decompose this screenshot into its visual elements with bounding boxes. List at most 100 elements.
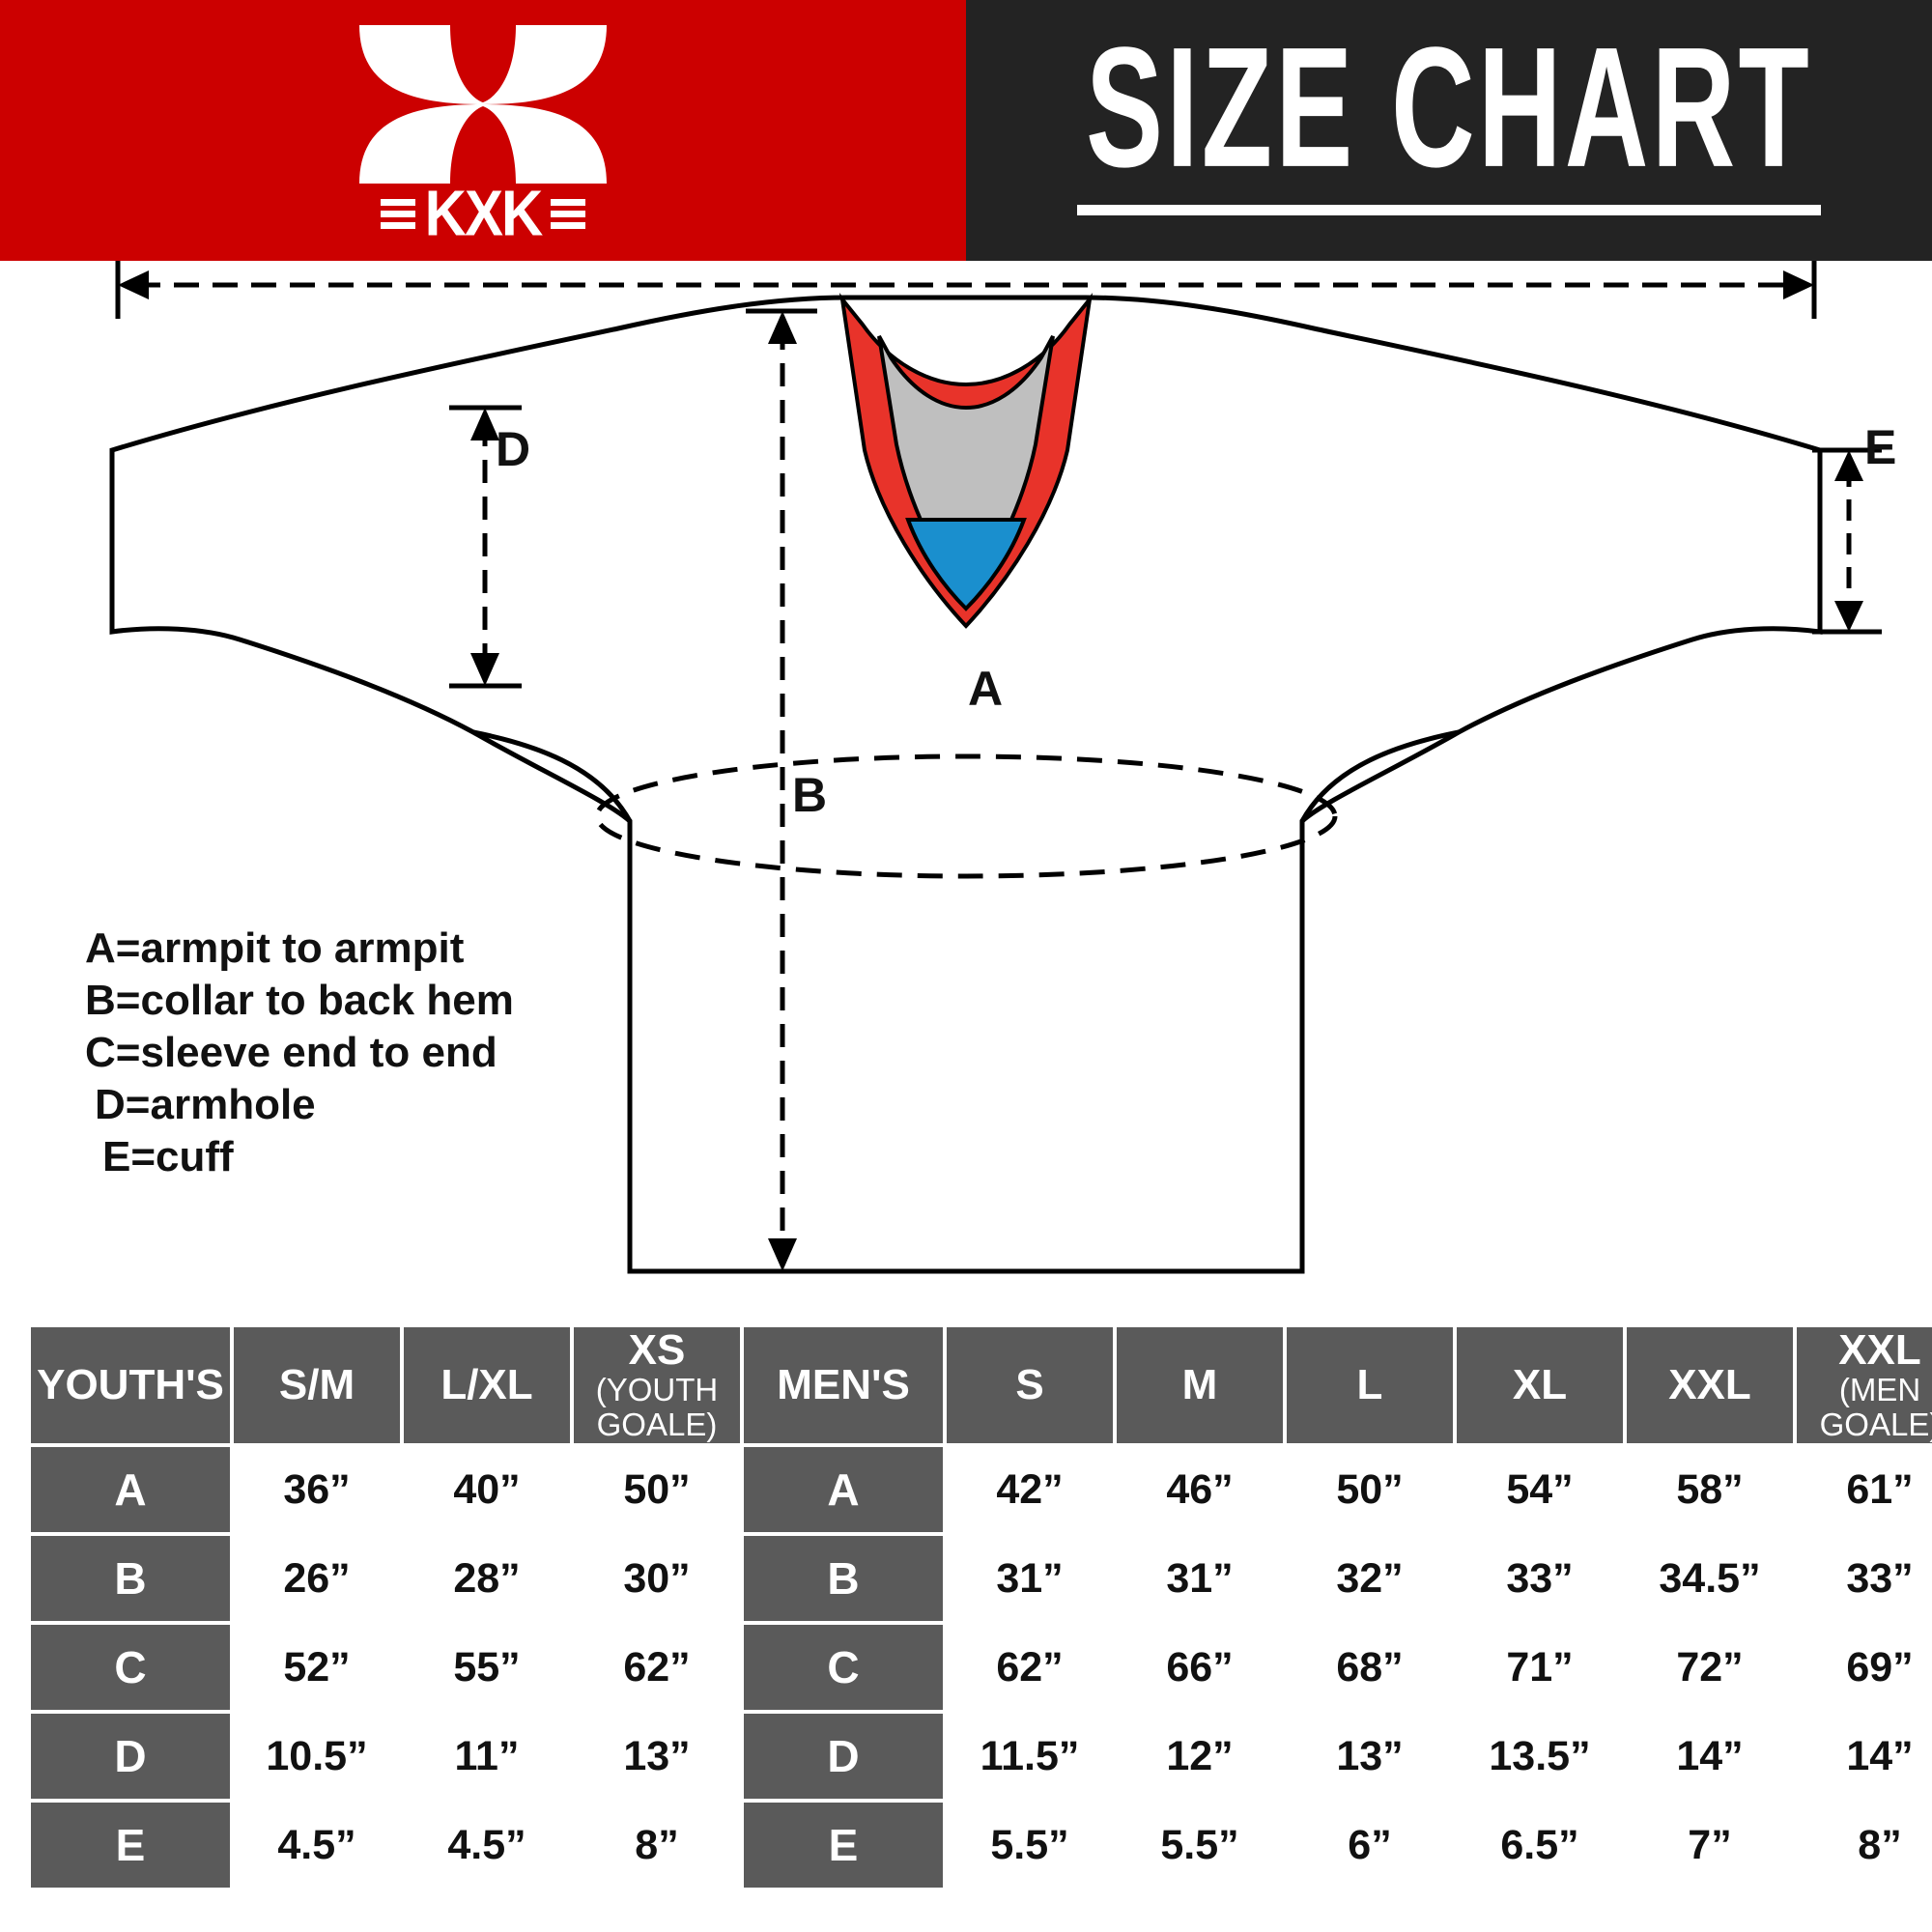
legend-item-a: A=armpit to armpit [85,924,465,972]
title-underline [1077,205,1821,215]
cell-mens-e-0: 5.5” [947,1803,1113,1888]
cell-mens-a-5: 61” [1797,1447,1932,1532]
cell-youth-a-2: 50” [574,1447,740,1532]
row-label-mens: E [744,1803,943,1888]
column-header-youth-1: L/XL [404,1327,570,1443]
armhole-seam-left [472,729,633,823]
dimension-a-ellipse [594,753,1338,879]
cell-youth-a-0: 36” [234,1447,400,1532]
jersey-diagram: C D [0,261,1932,1304]
row-label-mens: A [744,1447,943,1532]
title-block: SIZE CHART [966,0,1932,261]
cell-mens-e-5: 8” [1797,1803,1932,1888]
brand-wordmark-row: KXK [328,181,638,245]
cell-mens-b-3: 33” [1457,1536,1623,1621]
column-header-main: M [1181,1361,1218,1408]
dimension-d-label: D [496,422,530,476]
column-header-youth: YOUTH'S [31,1327,230,1443]
jersey-outline [109,295,1823,1274]
cell-mens-e-4: 7” [1627,1803,1793,1888]
cell-youth-b-0: 26” [234,1536,400,1621]
jersey-collar [838,293,1094,629]
column-header-main: XXL [1838,1326,1921,1374]
cell-mens-b-0: 31” [947,1536,1113,1621]
column-header-mens-4: XXL [1627,1327,1793,1443]
column-header-mens-1: M [1117,1327,1283,1443]
cell-youth-d-2: 13” [574,1714,740,1799]
legend-item-e: E=cuff [102,1133,234,1180]
page-title: SIZE CHART [1086,11,1812,203]
cell-youth-d-1: 11” [404,1714,570,1799]
cell-youth-c-1: 55” [404,1625,570,1710]
cell-mens-c-4: 72” [1627,1625,1793,1710]
cell-mens-a-2: 50” [1287,1447,1453,1532]
legend-item-d: D=armhole [95,1081,316,1128]
armhole-seam-right [1299,729,1460,823]
cell-youth-c-0: 52” [234,1625,400,1710]
cell-mens-d-2: 13” [1287,1714,1453,1799]
table-row: D 10.5” 11” 13” D 11.5” 12” 13” 13.5” 14” 14” [31,1714,1932,1799]
page-header: KXK SIZE CHART [0,0,1932,261]
column-header-main: L [1356,1361,1383,1408]
cell-mens-c-1: 66” [1117,1625,1283,1710]
column-header-main: S/M [278,1361,355,1408]
cell-mens-b-2: 32” [1287,1536,1453,1621]
table-row: A 36” 40” 50” A 42” 46” 50” 54” 58” 61” [31,1447,1932,1532]
cell-mens-b-1: 31” [1117,1536,1283,1621]
column-header-mens: MEN'S [744,1327,943,1443]
cell-youth-e-0: 4.5” [234,1803,400,1888]
table-row: B 26” 28” 30” B 31” 31” 32” 33” 34.5” 33” [31,1536,1932,1621]
cell-youth-d-0: 10.5” [234,1714,400,1799]
row-label-mens: C [744,1625,943,1710]
row-label-mens: B [744,1536,943,1621]
column-header-main: XS [628,1326,686,1374]
column-header-main: XXL [1668,1361,1751,1408]
table-row: E 4.5” 4.5” 8” E 5.5” 5.5” 6” 6.5” 7” 8” [31,1803,1932,1888]
row-label-mens: D [744,1714,943,1799]
cell-mens-b-5: 33” [1797,1536,1932,1621]
brand-wordmark: KXK [424,176,544,249]
size-table: YOUTH'S S/M L/XL XS (YOUTH GOALE) MEN'S S M L XL X… [27,1323,1932,1891]
size-table-wrap: YOUTH'S S/M L/XL XS (YOUTH GOALE) MEN'S S M L XL X… [27,1323,1932,1891]
table-row: C 52” 55” 62” C 62” 66” 68” 71” 72” 69” [31,1625,1932,1710]
brand-logo: KXK [328,21,638,245]
measurement-legend: A=armpit to armpit B=collar to back hem … [85,923,626,1183]
cell-mens-c-5: 69” [1797,1625,1932,1710]
column-header-mens-3: XL [1457,1327,1623,1443]
row-label-youth: D [31,1714,230,1799]
column-header-mens-5: XXL (MEN GOALE) [1797,1327,1932,1443]
row-label-youth: B [31,1536,230,1621]
cell-mens-d-1: 12” [1117,1714,1283,1799]
brand-panel [0,0,966,261]
cell-mens-a-0: 42” [947,1447,1113,1532]
cell-mens-d-4: 14” [1627,1714,1793,1799]
row-label-youth: E [31,1803,230,1888]
column-header-youth-2: XS (YOUTH GOALE) [574,1327,740,1443]
title-panel [966,0,1932,261]
dimension-c-label: C [949,261,983,264]
cell-mens-a-3: 54” [1457,1447,1623,1532]
legend-item-b: B=collar to back hem [85,977,514,1024]
cell-youth-e-2: 8” [574,1803,740,1888]
cell-mens-c-3: 71” [1457,1625,1623,1710]
logo-bars-left-icon [380,198,415,229]
logo-bars-right-icon [551,198,586,229]
dimension-e [1812,447,1882,635]
dimension-b [746,308,817,1274]
cell-youth-a-1: 40” [404,1447,570,1532]
cell-mens-a-1: 46” [1117,1447,1283,1532]
collar-accent [905,518,1027,611]
column-header-sub: (MEN GOALE) [1819,1372,1932,1442]
cell-mens-e-2: 6” [1287,1803,1453,1888]
row-label-youth: A [31,1447,230,1532]
cell-mens-b-4: 34.5” [1627,1536,1793,1621]
dimension-e-label: E [1864,420,1896,474]
column-header-mens-2: L [1287,1327,1453,1443]
row-label-youth: C [31,1625,230,1710]
dimension-d [449,405,522,689]
cell-youth-b-2: 30” [574,1536,740,1621]
dimension-a-label: A [968,662,1003,716]
cell-mens-d-0: 11.5” [947,1714,1113,1799]
table-header-row: YOUTH'S S/M L/XL XS (YOUTH GOALE) MEN'S S M L XL X… [31,1327,1932,1443]
